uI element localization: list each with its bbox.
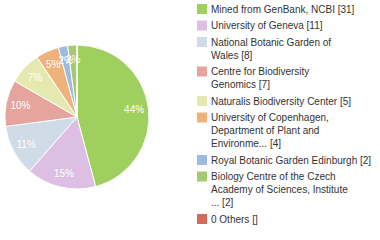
legend-label: University of Copenhagen, Department of P… — [211, 112, 329, 149]
legend-label: Royal Botanic Garden Edinburgh [2] — [211, 155, 371, 166]
legend-label: Biology Centre of the Czech Academy of Sc… — [211, 171, 348, 208]
legend-swatch — [197, 172, 207, 182]
legend-line: National Botanic Garden of — [211, 37, 331, 48]
legend-line: ... [2] — [211, 197, 233, 208]
legend-line: University of Geneva [11] — [211, 20, 323, 31]
legend: Mined from GenBank, NCBI [31] University … — [197, 4, 371, 225]
legend-label: Centre for Biodiversity Genomics [7] — [211, 66, 309, 90]
legend-line: Royal Botanic Garden Edinburgh [2] — [211, 155, 371, 166]
legend-line: Biology Centre of the Czech — [211, 171, 336, 182]
legend-label: National Botanic Garden of Wales [8] — [211, 37, 331, 61]
legend-label: Naturalis Biodiversity Center [5] — [211, 96, 351, 107]
legend-label: Mined from GenBank, NCBI [31] — [211, 4, 355, 15]
legend-line: Environme... [4] — [211, 138, 281, 149]
legend-line: Centre for Biodiversity — [211, 66, 309, 77]
data-label: 11% — [17, 139, 36, 150]
legend-label: 0 Others [] — [211, 214, 258, 225]
legend-swatch — [197, 67, 207, 77]
legend-swatch — [197, 21, 207, 31]
legend-line: Genomics [7] — [211, 79, 270, 90]
legend-swatch — [197, 4, 207, 14]
data-label: 44% — [124, 104, 144, 115]
legend-line: Naturalis Biodiversity Center [5] — [211, 96, 351, 107]
legend-line: Academy of Sciences, Institute — [211, 184, 348, 195]
legend-swatch — [197, 37, 207, 47]
legend-swatch — [197, 155, 207, 165]
pie — [5, 45, 149, 189]
legend-swatch — [197, 214, 207, 224]
legend-line: Department of Plant and — [211, 125, 319, 136]
legend-line: University of Copenhagen, — [211, 112, 329, 123]
legend-swatch — [197, 96, 207, 106]
legend-swatch — [197, 113, 207, 123]
data-label: 7% — [28, 72, 43, 83]
legend-label: University of Geneva [11] — [211, 20, 323, 31]
data-label: 10% — [10, 100, 30, 111]
data-label: 15% — [54, 168, 74, 179]
legend-line: 0 Others [] — [211, 214, 258, 225]
data-label: 2% — [66, 54, 81, 65]
legend-line: Mined from GenBank, NCBI [31] — [211, 4, 355, 15]
data-labels: 44%15%11%10%7%5%2%2% — [10, 54, 144, 179]
legend-line: Wales [8] — [211, 50, 253, 61]
chart: 44%15%11%10%7%5%2%2%Mined from GenBank, … — [0, 0, 380, 240]
